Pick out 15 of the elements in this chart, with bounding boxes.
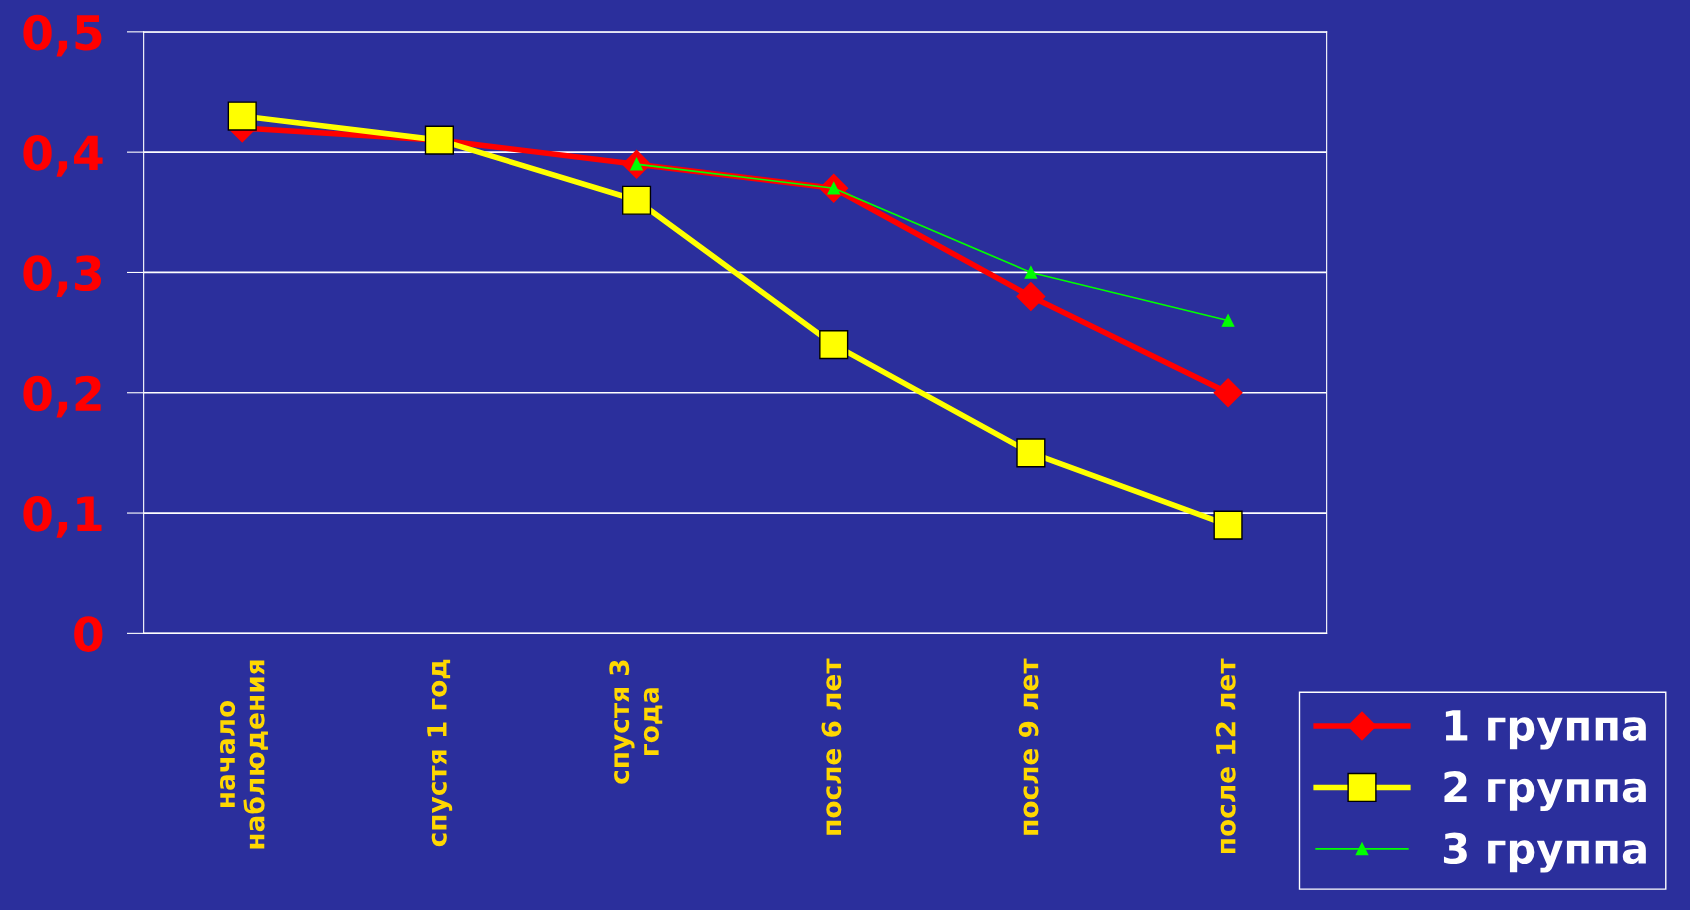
legend-label: 3 группа	[1443, 832, 1646, 873]
x-tick-label: спустя 3 года	[609, 660, 663, 784]
y-tick-label: 0,4	[23, 135, 103, 177]
y-tick-label: 0,3	[23, 255, 102, 298]
y-tick-label: 0,5	[23, 14, 102, 57]
x-tick-label: после 6 лет	[821, 658, 842, 835]
x-tick-label: после 9 лет	[1018, 658, 1039, 835]
x-tick-label: начало наблюдения	[219, 660, 268, 849]
y-tick-label: 0,1	[23, 495, 102, 538]
legend-label: 2 группа	[1444, 771, 1646, 812]
y-tick-label: 0	[74, 616, 103, 652]
y-tick-label: 0,2	[23, 375, 101, 418]
x-tick-label: после 12 лет	[1215, 658, 1236, 853]
legend-label: 1 группа	[1445, 710, 1646, 750]
x-tick-label: спустя 1 год	[427, 659, 453, 847]
